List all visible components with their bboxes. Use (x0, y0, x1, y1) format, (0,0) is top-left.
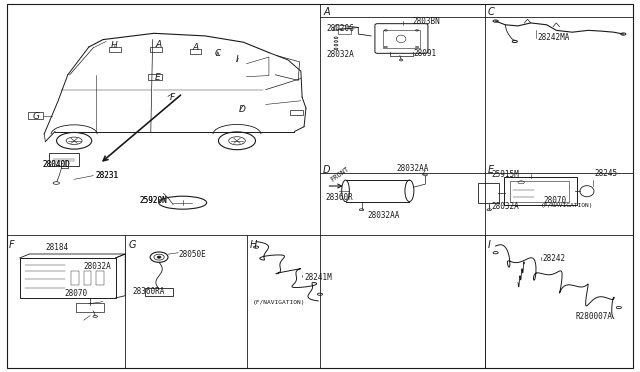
Text: E: E (154, 73, 160, 82)
Text: G: G (129, 240, 136, 250)
Text: 25920N: 25920N (140, 196, 168, 205)
Bar (109, 46, 121, 52)
Text: 28032AA: 28032AA (368, 211, 400, 220)
Ellipse shape (157, 256, 161, 258)
Bar (97, 271, 104, 285)
Text: 2803BN: 2803BN (413, 17, 440, 26)
Text: 28360R: 28360R (325, 193, 353, 202)
Text: 28091: 28091 (414, 49, 437, 58)
Text: 28231: 28231 (95, 171, 118, 180)
Text: H: H (111, 41, 118, 51)
Text: 25920N: 25920N (140, 196, 168, 205)
Text: 28020G: 28020G (326, 24, 354, 33)
Text: R280007A: R280007A (575, 312, 612, 321)
Text: FRONT: FRONT (330, 166, 351, 183)
Text: 28040D: 28040D (42, 160, 70, 169)
Text: H: H (250, 240, 257, 250)
Text: C: C (488, 7, 495, 17)
Text: 28032A: 28032A (491, 202, 519, 211)
Bar (84, 271, 92, 285)
Bar (383, 30, 420, 48)
Text: 28070: 28070 (543, 196, 566, 205)
Text: D: D (323, 166, 331, 176)
Bar (28, 112, 44, 119)
Text: I: I (488, 240, 491, 250)
Text: G: G (32, 112, 39, 121)
Bar (290, 110, 303, 115)
Text: 28360RA: 28360RA (133, 287, 165, 296)
Text: 28245: 28245 (595, 169, 618, 177)
Text: 28231: 28231 (95, 171, 118, 180)
Text: F: F (169, 93, 175, 102)
Text: F: F (8, 240, 14, 250)
Text: A: A (156, 40, 161, 49)
Text: (F/NAVIGATION): (F/NAVIGATION) (253, 300, 305, 305)
Text: 28032AA: 28032AA (397, 164, 429, 173)
Bar (510, 181, 569, 202)
Bar (148, 74, 162, 80)
Text: D: D (239, 105, 246, 114)
Bar (189, 49, 201, 54)
Text: 28070: 28070 (65, 289, 88, 298)
Text: 28184: 28184 (45, 243, 68, 251)
Text: 28241M: 28241M (304, 273, 332, 282)
Text: E: E (488, 166, 494, 176)
Text: A: A (193, 42, 198, 51)
Bar (71, 271, 79, 285)
Text: A: A (323, 7, 330, 17)
Text: 28032A: 28032A (326, 50, 354, 59)
Text: I: I (236, 55, 238, 64)
Text: 25915M: 25915M (491, 170, 519, 179)
Bar (150, 46, 162, 52)
Text: C: C (214, 49, 221, 58)
Text: 28032A: 28032A (84, 262, 111, 271)
Text: 28242MA: 28242MA (537, 33, 570, 42)
Bar (338, 28, 351, 34)
Bar (20, 258, 116, 298)
Text: 28242: 28242 (542, 254, 565, 263)
Text: (F/NAVIGATION): (F/NAVIGATION) (540, 203, 593, 208)
Text: 28050E: 28050E (178, 250, 206, 259)
Text: 28040D: 28040D (42, 160, 70, 169)
